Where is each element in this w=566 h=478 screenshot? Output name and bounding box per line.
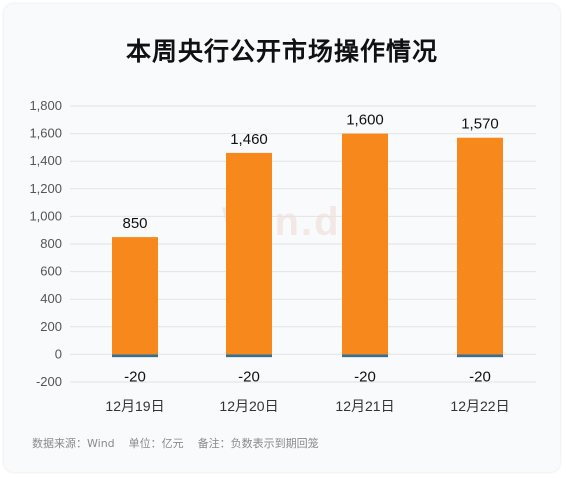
- bar-maturity: [342, 354, 388, 358]
- data-label-bottom: -20: [238, 368, 260, 385]
- y-tick-label: 200: [40, 319, 62, 334]
- bar-injection: [112, 237, 158, 355]
- footer-unit: 单位：亿元: [128, 437, 184, 450]
- y-tick-label: 1,400: [29, 153, 62, 168]
- chart-footer: 数据来源：Wind 单位：亿元 备注：负数表示到期回笼: [32, 435, 333, 451]
- bar-maturity: [112, 354, 158, 358]
- x-category-label: 12月22日: [450, 398, 509, 414]
- data-label-top: 1,460: [230, 131, 268, 148]
- x-axis-categories: 12月19日 12月20日 12月21日 12月22日: [105, 398, 509, 414]
- y-tick-label: 800: [40, 236, 62, 251]
- y-tick-label: 0: [55, 346, 62, 361]
- y-axis-ticks: -200 0 200 400 600 800 1,000 1,200 1,400 1,600 1,8…: [29, 98, 62, 389]
- y-tick-label: 1,000: [29, 208, 62, 223]
- y-tick-label: 1,800: [29, 98, 62, 113]
- data-label-top: 850: [122, 215, 147, 232]
- bar-injection: [226, 152, 272, 355]
- chart-card: 本周央行公开市场操作情况 Win.d -200 0 200 400 600 800 1,00…: [4, 4, 560, 472]
- bar-maturity: [226, 354, 272, 358]
- data-label-bottom: -20: [354, 368, 376, 385]
- data-label-bottom: -20: [469, 368, 491, 385]
- bar-maturity: [457, 354, 503, 358]
- data-label-top: 1,570: [461, 116, 499, 133]
- chart-title: 本周央行公开市场操作情况: [125, 37, 438, 66]
- data-label-top: 1,600: [346, 112, 384, 129]
- value-labels: 850 -20 1,460 -20 1,600 -20 1,570 -20: [122, 112, 498, 386]
- bar-chart: -200 0 200 400 600 800 1,000 1,200 1,400 1,600 1,8…: [29, 98, 536, 414]
- y-tick-label: 1,600: [29, 126, 62, 141]
- data-label-bottom: -20: [124, 368, 146, 385]
- footer-source: 数据来源：Wind: [32, 437, 115, 450]
- y-tick-label: 600: [40, 264, 62, 279]
- y-tick-label: -200: [36, 374, 62, 389]
- footer-note: 备注：负数表示到期回笼: [197, 437, 319, 450]
- bar-injection: [342, 133, 388, 355]
- x-category-label: 12月21日: [335, 398, 394, 414]
- x-category-label: 12月19日: [105, 398, 164, 414]
- bars: [112, 133, 503, 358]
- y-tick-label: 1,200: [29, 181, 62, 196]
- y-tick-label: 400: [40, 291, 62, 306]
- bar-injection: [457, 137, 503, 355]
- x-category-label: 12月20日: [219, 398, 278, 414]
